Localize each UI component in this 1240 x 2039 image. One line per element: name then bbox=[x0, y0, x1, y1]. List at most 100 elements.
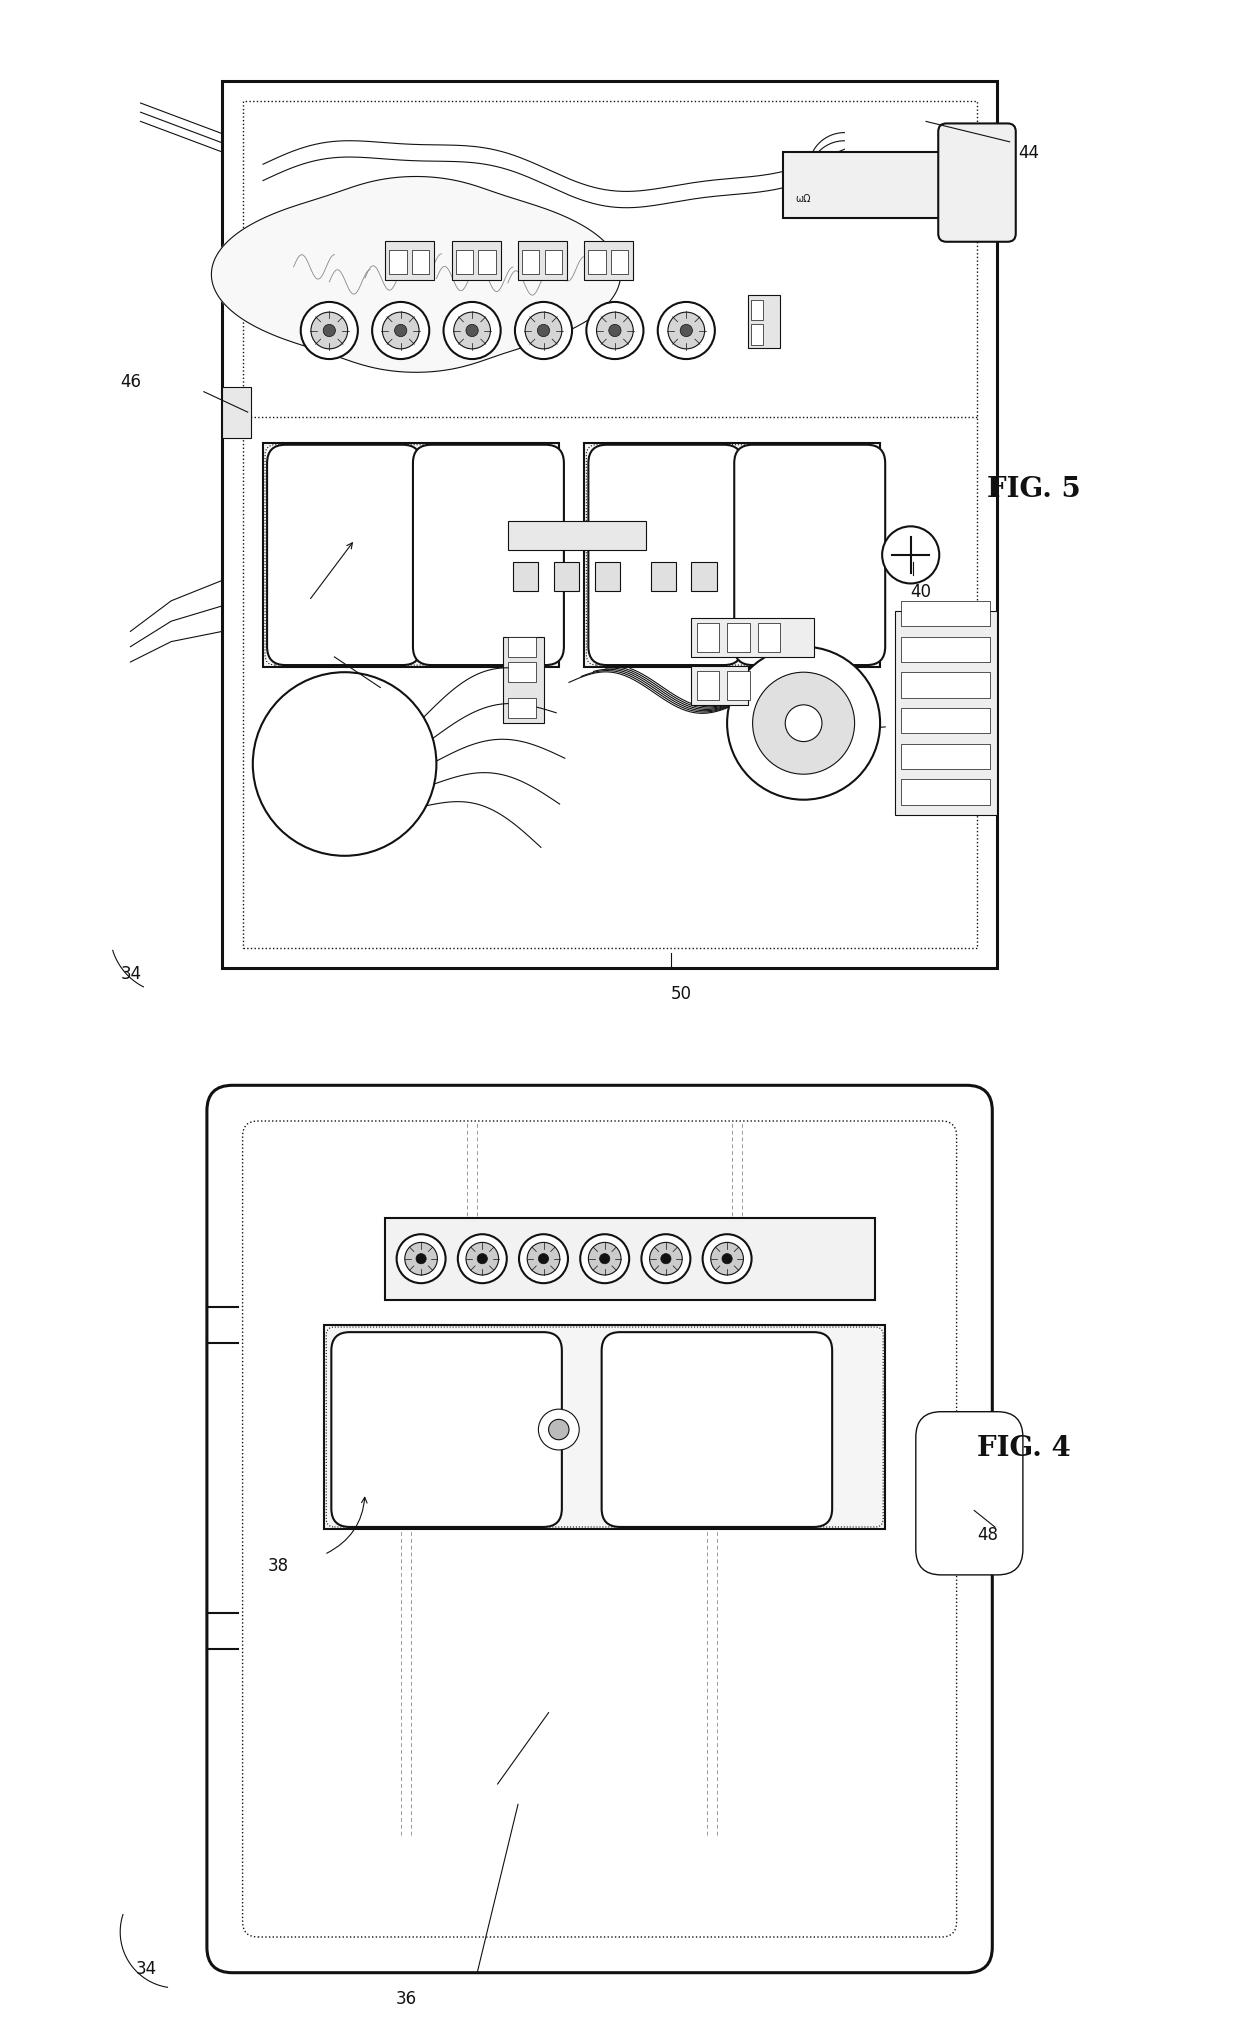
FancyBboxPatch shape bbox=[508, 636, 537, 657]
Text: FIG. 5: FIG. 5 bbox=[987, 475, 1081, 504]
FancyBboxPatch shape bbox=[750, 324, 763, 345]
Circle shape bbox=[722, 1254, 732, 1264]
FancyBboxPatch shape bbox=[508, 663, 537, 683]
Circle shape bbox=[527, 1242, 559, 1276]
Text: 38: 38 bbox=[268, 1556, 289, 1574]
Circle shape bbox=[650, 1242, 682, 1276]
FancyBboxPatch shape bbox=[451, 241, 501, 279]
FancyBboxPatch shape bbox=[750, 300, 763, 320]
Circle shape bbox=[477, 1254, 487, 1264]
FancyBboxPatch shape bbox=[412, 251, 429, 275]
FancyBboxPatch shape bbox=[692, 667, 748, 705]
Circle shape bbox=[641, 1234, 691, 1285]
FancyBboxPatch shape bbox=[479, 251, 496, 275]
Text: 46: 46 bbox=[120, 373, 141, 391]
FancyBboxPatch shape bbox=[916, 1411, 1023, 1574]
FancyBboxPatch shape bbox=[584, 241, 634, 279]
Circle shape bbox=[657, 302, 715, 359]
FancyBboxPatch shape bbox=[939, 124, 1016, 243]
FancyBboxPatch shape bbox=[554, 563, 579, 591]
Circle shape bbox=[600, 1254, 610, 1264]
FancyBboxPatch shape bbox=[900, 636, 991, 663]
Text: FIG. 4: FIG. 4 bbox=[977, 1433, 1071, 1462]
Circle shape bbox=[609, 324, 621, 336]
FancyBboxPatch shape bbox=[584, 442, 880, 667]
Circle shape bbox=[785, 705, 822, 742]
FancyBboxPatch shape bbox=[508, 697, 537, 718]
FancyBboxPatch shape bbox=[900, 602, 991, 628]
Circle shape bbox=[382, 312, 419, 349]
Circle shape bbox=[253, 673, 436, 856]
Circle shape bbox=[580, 1234, 629, 1285]
Circle shape bbox=[394, 324, 407, 336]
Circle shape bbox=[301, 302, 358, 359]
FancyBboxPatch shape bbox=[589, 251, 605, 275]
Circle shape bbox=[526, 312, 562, 349]
Circle shape bbox=[397, 1234, 445, 1285]
Text: 44: 44 bbox=[1018, 145, 1039, 161]
Text: 36: 36 bbox=[396, 1990, 417, 2006]
Circle shape bbox=[537, 324, 549, 336]
Circle shape bbox=[415, 1254, 427, 1264]
FancyBboxPatch shape bbox=[589, 445, 743, 665]
FancyBboxPatch shape bbox=[697, 671, 719, 701]
FancyBboxPatch shape bbox=[727, 671, 749, 701]
FancyBboxPatch shape bbox=[697, 624, 719, 652]
Circle shape bbox=[711, 1242, 744, 1276]
FancyBboxPatch shape bbox=[544, 251, 562, 275]
FancyBboxPatch shape bbox=[324, 1325, 885, 1529]
FancyBboxPatch shape bbox=[389, 251, 407, 275]
FancyBboxPatch shape bbox=[502, 636, 543, 724]
FancyBboxPatch shape bbox=[522, 251, 539, 275]
FancyBboxPatch shape bbox=[513, 563, 538, 591]
FancyBboxPatch shape bbox=[222, 82, 997, 969]
Circle shape bbox=[520, 1234, 568, 1285]
FancyBboxPatch shape bbox=[784, 153, 941, 218]
FancyBboxPatch shape bbox=[386, 241, 434, 279]
Text: ωΩ: ωΩ bbox=[795, 194, 811, 204]
FancyBboxPatch shape bbox=[734, 445, 885, 665]
FancyBboxPatch shape bbox=[263, 442, 559, 667]
Circle shape bbox=[466, 1242, 498, 1276]
FancyBboxPatch shape bbox=[611, 251, 629, 275]
Circle shape bbox=[538, 1254, 548, 1264]
FancyBboxPatch shape bbox=[386, 1217, 875, 1301]
Circle shape bbox=[444, 302, 501, 359]
FancyBboxPatch shape bbox=[331, 1334, 562, 1527]
Circle shape bbox=[661, 1254, 671, 1264]
Text: 38: 38 bbox=[345, 695, 366, 712]
Circle shape bbox=[588, 1242, 621, 1276]
FancyBboxPatch shape bbox=[895, 612, 997, 816]
FancyBboxPatch shape bbox=[748, 296, 780, 349]
Circle shape bbox=[454, 312, 491, 349]
Circle shape bbox=[548, 1419, 569, 1440]
FancyBboxPatch shape bbox=[758, 624, 780, 652]
Polygon shape bbox=[212, 177, 620, 373]
Circle shape bbox=[372, 302, 429, 359]
FancyBboxPatch shape bbox=[900, 673, 991, 697]
Circle shape bbox=[466, 324, 479, 336]
Text: 50: 50 bbox=[671, 985, 692, 1003]
Circle shape bbox=[882, 526, 939, 583]
Circle shape bbox=[311, 312, 347, 349]
Text: 34: 34 bbox=[135, 1959, 156, 1976]
Circle shape bbox=[596, 312, 634, 349]
Circle shape bbox=[753, 673, 854, 775]
FancyBboxPatch shape bbox=[518, 241, 567, 279]
FancyBboxPatch shape bbox=[594, 563, 620, 591]
FancyBboxPatch shape bbox=[222, 387, 250, 438]
Circle shape bbox=[458, 1234, 507, 1285]
FancyBboxPatch shape bbox=[727, 624, 749, 652]
Circle shape bbox=[515, 302, 572, 359]
FancyBboxPatch shape bbox=[692, 618, 813, 657]
FancyBboxPatch shape bbox=[900, 744, 991, 769]
Text: 40: 40 bbox=[910, 583, 931, 599]
Circle shape bbox=[727, 646, 880, 799]
Circle shape bbox=[324, 324, 336, 336]
FancyBboxPatch shape bbox=[267, 445, 422, 665]
Text: 48: 48 bbox=[977, 1525, 998, 1544]
Circle shape bbox=[538, 1409, 579, 1450]
Circle shape bbox=[668, 312, 704, 349]
FancyBboxPatch shape bbox=[900, 779, 991, 805]
FancyBboxPatch shape bbox=[456, 251, 474, 275]
